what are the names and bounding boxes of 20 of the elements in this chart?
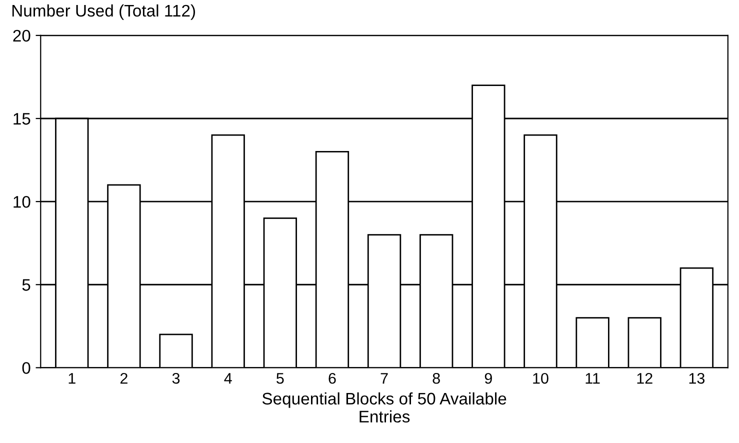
x-tick-label: 8 (432, 372, 440, 384)
y-tick-label: 5 (22, 279, 30, 291)
y-tick-label: 20 (13, 30, 30, 42)
x-tick-label: 5 (276, 373, 284, 384)
x-tick-label: 9 (484, 372, 492, 384)
x-tick-label: 2 (120, 372, 128, 384)
x-axis-title: Sequential Blocks of 50 Available Entries (262, 392, 506, 423)
y-tick-label: 0 (22, 362, 30, 374)
y-tick-label: 15 (14, 113, 30, 125)
x-tick-label: 6 (328, 372, 336, 384)
y-tick-label: 10 (14, 196, 30, 208)
x-tick-label: 4 (224, 373, 232, 384)
y-axis-title: Number Used (Total 112) (12, 4, 196, 20)
x-tick-label: 13 (689, 372, 704, 384)
x-tick-label: 11 (586, 373, 600, 384)
x-tick-label: 7 (380, 373, 388, 384)
x-tick-label: 3 (172, 372, 180, 384)
x-tick-label: 12 (637, 372, 652, 384)
x-tick-label: 10 (533, 372, 548, 384)
x-tick-label: 1 (68, 373, 76, 384)
